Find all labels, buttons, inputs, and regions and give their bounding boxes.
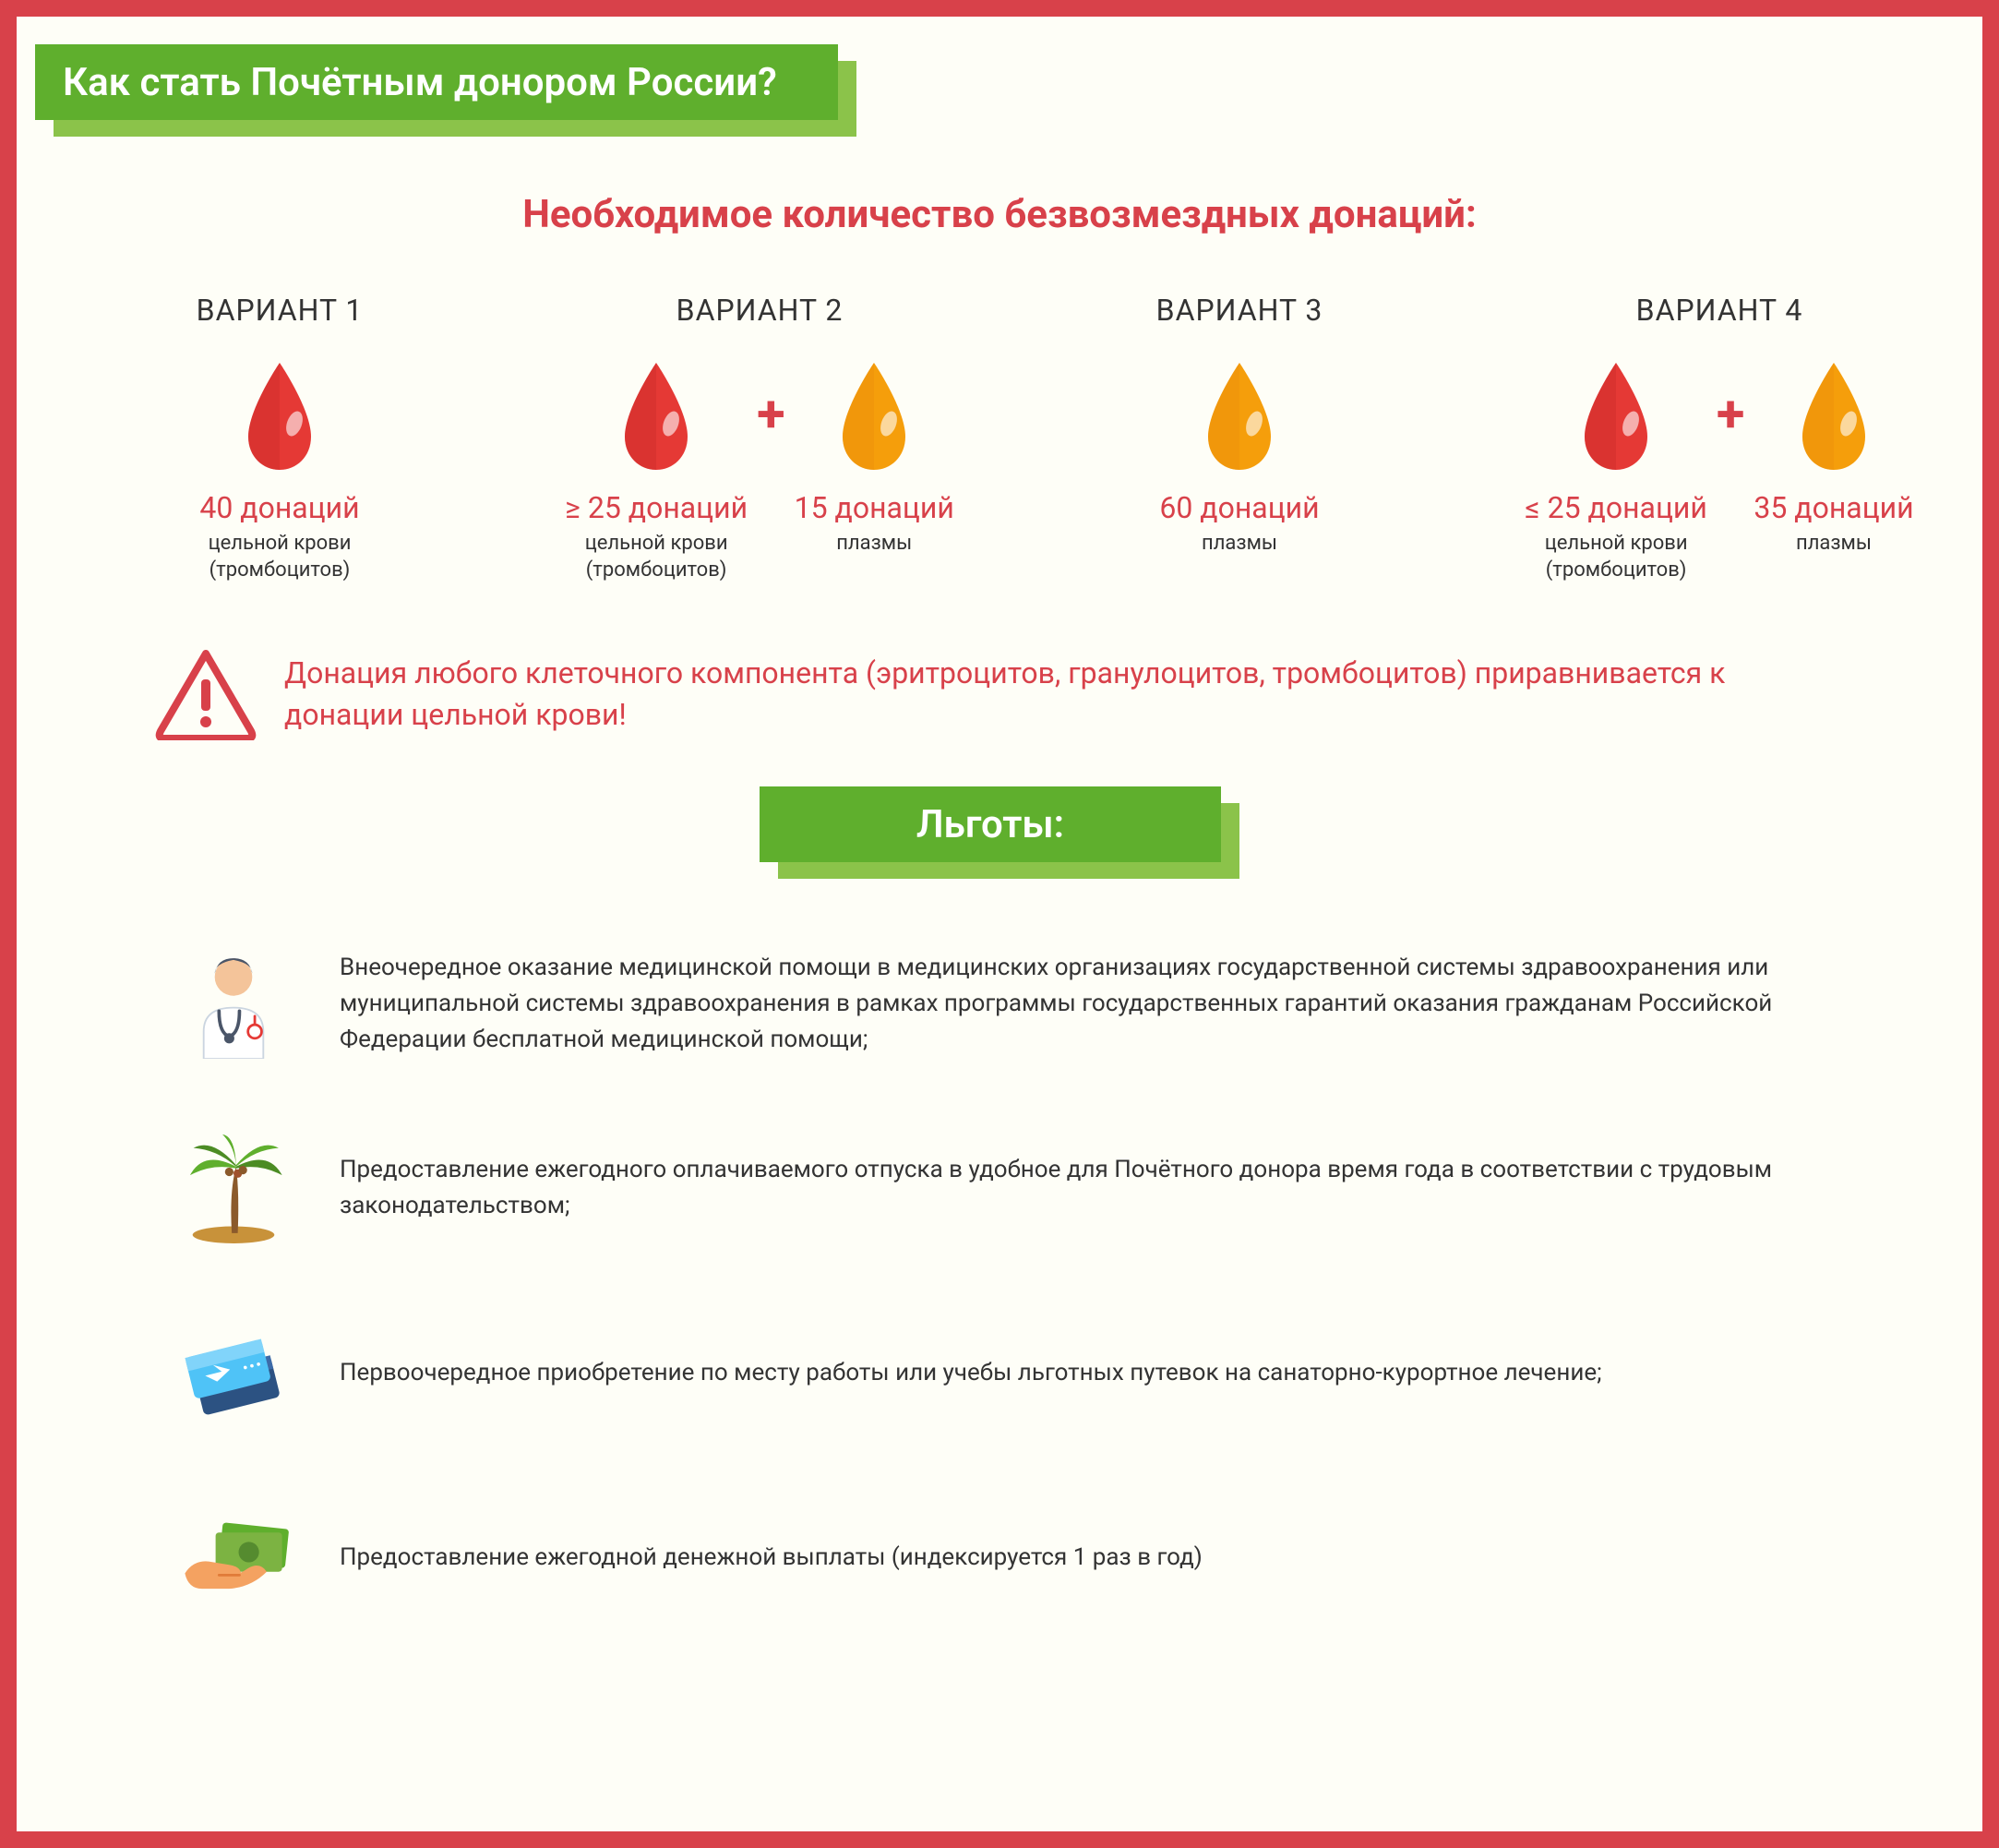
option-1: ВАРИАНТ 1 40 донаций цельной крови(тромбо… [54,293,506,583]
subtitle: Необходимое количество безвозмездных дон… [17,192,1982,237]
donation-count: 60 донаций [1159,490,1319,525]
option-title: ВАРИАНТ 2 [533,293,986,328]
drops-group: 40 донаций цельной крови(тромбоцитов) [54,355,506,583]
option-title: ВАРИАНТ 1 [54,293,506,328]
plus-icon: + [1717,383,1745,444]
donation-count: ≤ 25 донаций [1525,490,1706,525]
plus-icon: + [757,383,785,444]
title-text: Как стать Почётным донором России? [63,60,777,105]
drops-group: ≤ 25 донацийцельной крови(тромбоцитов)+ … [1493,355,1945,583]
drop-unit: ≥ 25 донаций цельной крови(тромбоцитов) [565,355,748,583]
drop-unit: 35 донаций плазмы [1754,355,1913,558]
benefits-list: Внеочередное оказание медицинской помощи… [17,943,1982,1617]
warning-text: Донация любого клеточного компонента (эр… [284,653,1844,736]
donation-count: ≥ 25 донаций [565,490,748,525]
donation-desc: плазмы [1159,531,1319,558]
donation-desc: цельной крови(тромбоцитов) [199,531,359,583]
benefit-row: Предоставление ежегодной денежной выплат… [174,1497,1825,1617]
donation-count: 40 донаций [199,490,359,525]
benefits-banner: Льготы: [760,786,1239,879]
option-4: ВАРИАНТ 4 ≤ 25 донаций цельной крови(тром… [1493,293,1945,583]
donation-desc: цельной крови(тромбоцитов) [1525,531,1706,583]
option-2: ВАРИАНТ 2 ≥ 25 донаций цельной крови(тром… [533,293,986,583]
money-icon [174,1497,293,1617]
drop-unit: 15 донаций плазмы [795,355,954,558]
drops-group: 60 донаций плазмы [1013,355,1466,558]
doctor-icon [174,943,293,1063]
drop-unit: 60 донаций плазмы [1159,355,1319,558]
donation-desc: плазмы [1754,531,1913,558]
warning-icon [155,648,257,740]
palm-icon [174,1128,293,1248]
benefit-row: Предоставление ежегодного оплачиваемого … [174,1128,1825,1248]
drop-unit: ≤ 25 донаций цельной крови(тромбоцитов) [1525,355,1706,583]
donation-count: 15 донаций [795,490,954,525]
benefit-text: Первоочередное приобретение по месту раб… [340,1355,1602,1391]
benefit-row: Первоочередное приобретение по месту раб… [174,1313,1825,1433]
benefit-text: Внеочередное оказание медицинской помощи… [340,950,1825,1058]
donation-count: 35 донаций [1754,490,1913,525]
title-banner: Как стать Почётным донором России? [35,44,866,137]
options-row: ВАРИАНТ 1 40 донаций цельной крови(тромбо… [17,293,1982,583]
option-title: ВАРИАНТ 4 [1493,293,1945,328]
option-3: ВАРИАНТ 3 60 донаций плазмы [1013,293,1466,583]
tickets-icon [174,1313,293,1433]
warning-row: Донация любого клеточного компонента (эр… [155,648,1844,740]
drops-group: ≥ 25 донацийцельной крови(тромбоцитов)+ … [533,355,986,583]
banner-main: Как стать Почётным донором России? [35,44,838,120]
infographic-frame: Как стать Почётным донором России? Необх… [0,0,1999,1848]
donation-desc: цельной крови(тромбоцитов) [565,531,748,583]
donation-desc: плазмы [795,531,954,558]
benefits-title: Льготы: [916,802,1064,847]
benefit-row: Внеочередное оказание медицинской помощи… [174,943,1825,1063]
benefit-text: Предоставление ежегодной денежной выплат… [340,1540,1203,1576]
option-title: ВАРИАНТ 3 [1013,293,1466,328]
benefit-text: Предоставление ежегодного оплачиваемого … [340,1152,1825,1224]
drop-unit: 40 донаций цельной крови(тромбоцитов) [199,355,359,583]
banner-main: Льготы: [760,786,1221,862]
